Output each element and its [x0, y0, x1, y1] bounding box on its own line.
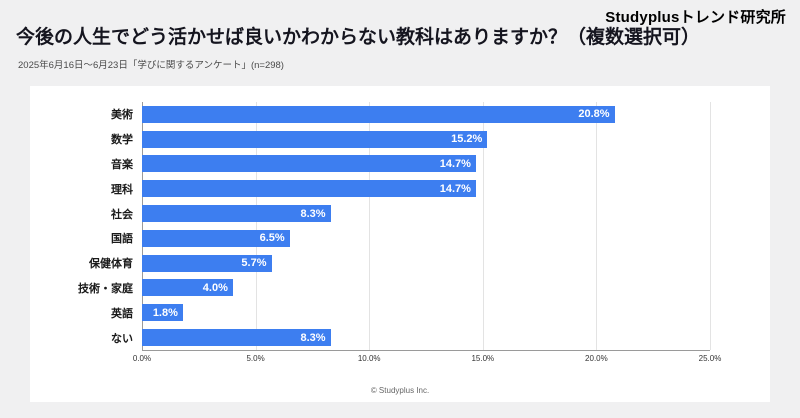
bar-track: 1.8%	[142, 304, 710, 322]
bar-row: 国語 6.5%	[30, 226, 770, 251]
survey-subtitle: 2025年6月16日～6月23日「学びに関するアンケート」(n=298)	[18, 60, 284, 71]
bar: 6.5%	[142, 229, 290, 247]
bar-track: 6.5%	[142, 229, 710, 247]
plot-area	[142, 102, 711, 351]
bar-track: 8.3%	[142, 205, 710, 223]
copyright: © Studyplus Inc.	[370, 386, 430, 395]
x-axis: 0.0% 5.0% 10.0% 15.0% 20.0% 25.0%	[133, 354, 721, 368]
bar-rows: 美術 20.8% 数学 15.2% 音楽 14.7% 理科 14.7% 社会 8.3% 国語 6.5%…	[30, 102, 770, 350]
bar: 14.7%	[142, 155, 476, 173]
category-label: 社会	[111, 208, 133, 221]
bar-row: 技術・家庭 4.0%	[30, 276, 770, 301]
bar-track: 15.2%	[142, 130, 710, 148]
bar: 20.8%	[142, 105, 615, 123]
gridline	[482, 102, 484, 350]
bar-track: 4.0%	[142, 279, 710, 297]
y-axis-line	[142, 102, 143, 350]
bar-track: 14.7%	[142, 155, 710, 173]
category-label: 音楽	[111, 158, 133, 171]
bar-value-label: 1.8%	[152, 306, 178, 319]
bar-row: 音楽 14.7%	[30, 152, 770, 177]
bar: 1.8%	[142, 304, 183, 322]
bar-track: 14.7%	[142, 180, 710, 198]
bar-value-label: 6.5%	[259, 232, 285, 245]
bar: 4.0%	[142, 279, 233, 297]
x-tick-label: 20.0%	[585, 354, 608, 363]
category-label: 美術	[111, 109, 133, 122]
gridline	[369, 102, 371, 350]
bar-value-label: 5.7%	[241, 257, 267, 270]
bar-value-label: 4.0%	[202, 281, 228, 294]
category-label: 技術・家庭	[78, 282, 133, 295]
bar-track: 5.7%	[142, 254, 710, 272]
bar-value-label: 8.3%	[300, 331, 326, 344]
gridline	[710, 102, 711, 350]
x-tick-label: 25.0%	[698, 354, 722, 363]
gridline	[255, 102, 257, 350]
bar-row: 美術 20.8%	[30, 102, 770, 127]
category-label: 英語	[111, 307, 133, 320]
bar-row: 英語 1.8%	[30, 300, 770, 325]
category-label: 数学	[111, 134, 133, 147]
bar: 5.7%	[142, 254, 272, 272]
bar-track: 20.8%	[142, 105, 710, 123]
bar: 8.3%	[142, 205, 331, 223]
page-title: 今後の人生でどう活かせば良いかわからない教科はありますか？（複数選択可）	[16, 27, 701, 48]
bar: 14.7%	[142, 180, 476, 198]
chart-card: 美術 20.8% 数学 15.2% 音楽 14.7% 理科 14.7% 社会 8.3% 国語 6.5%…	[30, 86, 770, 402]
bar-chart: 美術 20.8% 数学 15.2% 音楽 14.7% 理科 14.7% 社会 8.3% 国語 6.5%…	[30, 102, 770, 363]
bar-value-label: 14.7%	[439, 157, 471, 170]
bar-row: ない 8.3%	[30, 325, 770, 350]
x-tick-label: 10.0%	[357, 354, 381, 363]
category-label: 保健体育	[89, 258, 133, 271]
bar-track: 8.3%	[142, 329, 710, 347]
bar-value-label: 20.8%	[578, 108, 610, 121]
bar-row: 理科 14.7%	[30, 176, 770, 201]
x-tick-label: 5.0%	[246, 354, 265, 363]
bar-row: 保健体育 5.7%	[30, 251, 770, 276]
bar-value-label: 15.2%	[451, 133, 483, 146]
gridline	[596, 102, 598, 350]
bar-row: 社会 8.3%	[30, 201, 770, 226]
category-label: 国語	[111, 233, 133, 246]
x-tick-label: 0.0%	[132, 354, 152, 363]
brand-logo: Studyplusトレンド研究所	[605, 9, 786, 26]
bar: 15.2%	[142, 130, 488, 148]
bar-value-label: 8.3%	[300, 207, 326, 220]
bar: 8.3%	[142, 329, 331, 347]
x-tick-label: 15.0%	[471, 354, 495, 363]
category-label: 理科	[111, 183, 133, 196]
bar-value-label: 14.7%	[439, 182, 471, 195]
bar-row: 数学 15.2%	[30, 127, 770, 152]
category-label: ない	[111, 332, 133, 345]
